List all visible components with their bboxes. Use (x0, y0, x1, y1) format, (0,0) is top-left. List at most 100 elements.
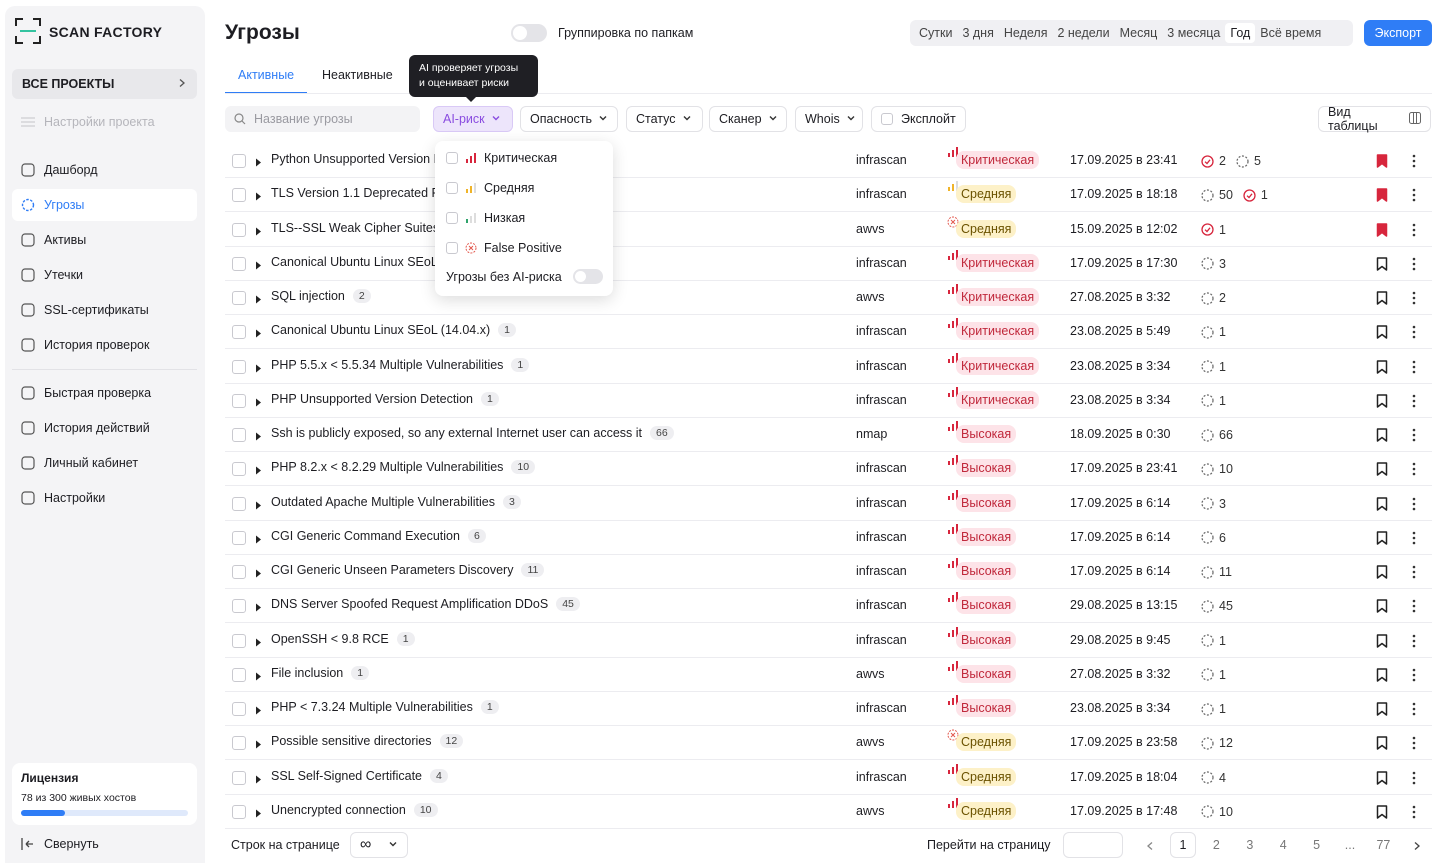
period-option[interactable]: 2 недели (1057, 26, 1110, 40)
ai-risk-toggle[interactable]: Угрозы без AI-риска (446, 269, 603, 284)
bookmark[interactable] (1376, 222, 1388, 240)
expand-arrow[interactable] (255, 807, 262, 821)
expand-arrow[interactable] (255, 773, 262, 787)
row-menu[interactable] (1411, 805, 1417, 822)
row-menu[interactable] (1411, 291, 1417, 308)
expand-arrow[interactable] (255, 156, 262, 170)
bookmark[interactable] (1376, 668, 1388, 685)
expand-arrow[interactable] (255, 259, 262, 273)
bookmark[interactable] (1376, 154, 1388, 171)
dropdown-option[interactable]: Средняя (446, 181, 534, 195)
prev-page[interactable] (1145, 840, 1155, 854)
page-number[interactable]: 5 (1313, 838, 1321, 852)
period-option[interactable]: Всё время (1260, 26, 1322, 40)
period-option[interactable]: 3 месяца (1167, 26, 1221, 40)
table-row[interactable]: Unencrypted connection 10 awvs Средняя 17.09… (225, 795, 1432, 829)
bookmark[interactable] (1376, 633, 1388, 651)
table-row[interactable]: SQL injection 2 awvs Критическая 27.08.2025 … (225, 281, 1432, 316)
expand-arrow[interactable] (255, 499, 262, 513)
expand-arrow[interactable] (255, 327, 262, 341)
period-option[interactable]: Сутки (919, 26, 953, 40)
table-row[interactable]: TLS Version 1.1 Deprecated Pro infrascan С… (225, 178, 1432, 213)
search-input[interactable]: Название угрозы (225, 106, 420, 132)
bookmark[interactable] (1376, 496, 1388, 514)
rows-per-page-select[interactable]: ∞ (350, 832, 408, 858)
table-row[interactable]: PHP 5.5.x < 5.5.34 Multiple Vulnerabilit… (225, 350, 1432, 384)
table-row[interactable]: Canonical Ubuntu Linux SEoL infrascan Крит… (225, 247, 1432, 281)
bookmark[interactable] (1376, 599, 1388, 616)
table-row[interactable]: OpenSSH < 9.8 RCE 1 infrascan Высокая 29.08.… (225, 624, 1432, 658)
table-row[interactable]: Possible sensitive directories 12 awvs Сред… (225, 726, 1432, 761)
bookmark[interactable] (1376, 428, 1388, 445)
table-row[interactable]: PHP < 7.3.24 Multiple Vulnerabilities 1 in… (225, 692, 1432, 727)
table-row[interactable]: Outdated Apache Multiple Vulnerabilities… (225, 487, 1432, 521)
page-number[interactable]: ... (1344, 838, 1356, 852)
checkbox[interactable] (232, 291, 246, 306)
expand-arrow[interactable] (255, 225, 262, 239)
expand-arrow[interactable] (255, 670, 262, 684)
bookmark[interactable] (1376, 736, 1388, 753)
dropdown-option[interactable]: Низкая (446, 211, 525, 225)
expand-arrow[interactable] (255, 704, 262, 718)
row-menu[interactable] (1411, 360, 1417, 377)
project-selector[interactable]: ВСЕ ПРОЕКТЫ (12, 69, 197, 99)
expand-arrow[interactable] (255, 738, 262, 752)
nav-item[interactable]: SSL-сертификаты (12, 294, 197, 326)
expand-arrow[interactable] (255, 190, 262, 204)
expand-arrow[interactable] (255, 362, 262, 376)
checkbox[interactable] (232, 599, 246, 614)
checkbox[interactable] (232, 359, 246, 374)
checkbox[interactable] (232, 496, 246, 511)
nav-item[interactable]: Угрозы (12, 189, 197, 221)
row-menu[interactable] (1411, 702, 1417, 719)
checkbox[interactable] (232, 256, 246, 271)
table-row[interactable]: Canonical Ubuntu Linux SEoL (14.04.x) 1 in… (225, 315, 1432, 350)
nav-item[interactable]: Дашборд (12, 154, 197, 186)
expand-arrow[interactable] (255, 293, 262, 307)
goto-input[interactable] (1063, 832, 1123, 858)
checkbox[interactable] (232, 188, 246, 203)
expand-arrow[interactable] (255, 430, 262, 444)
checkbox[interactable] (232, 530, 246, 545)
dropdown-option[interactable]: Критическая (446, 151, 557, 165)
period-option[interactable]: Месяц (1119, 26, 1158, 40)
expand-arrow[interactable] (255, 636, 262, 650)
table-row[interactable]: CGI Generic Unseen Parameters Discovery 1… (225, 555, 1432, 590)
bookmark[interactable] (1376, 531, 1388, 548)
nav-item[interactable]: Активы (12, 224, 197, 256)
nav-item[interactable]: Утечки (12, 259, 197, 291)
row-menu[interactable] (1411, 154, 1417, 171)
table-row[interactable]: PHP Unsupported Version Detection 1 infras… (225, 384, 1432, 418)
bookmark[interactable] (1376, 188, 1388, 205)
group-toggle[interactable]: Группировка по папкам (511, 24, 693, 42)
table-row[interactable]: TLS--SSL Weak Cipher Suites awvs Средняя 15… (225, 213, 1432, 247)
page-number[interactable]: 1 (1170, 832, 1196, 858)
checkbox[interactable] (232, 222, 246, 237)
page-number[interactable]: 4 (1279, 838, 1287, 852)
checkbox[interactable] (232, 462, 246, 477)
row-menu[interactable] (1411, 736, 1417, 753)
row-menu[interactable] (1411, 668, 1417, 685)
bookmark[interactable] (1376, 291, 1388, 308)
row-menu[interactable] (1411, 188, 1417, 205)
period-option[interactable]: Неделя (1003, 26, 1048, 40)
row-menu[interactable] (1411, 428, 1417, 445)
row-menu[interactable] (1411, 257, 1417, 274)
checkbox[interactable] (232, 702, 246, 717)
bookmark[interactable] (1376, 805, 1388, 822)
checkbox[interactable] (232, 736, 246, 751)
exploit-filter[interactable]: Эксплойт (871, 106, 966, 132)
period-option[interactable]: 3 дня (962, 26, 994, 40)
checkbox[interactable] (232, 565, 246, 580)
nav-item[interactable]: История действий (12, 412, 197, 444)
nav-item[interactable]: История проверок (12, 329, 197, 361)
row-menu[interactable] (1411, 599, 1417, 616)
table-row[interactable]: SSL Self-Signed Certificate 4 infrascan Сре… (225, 761, 1432, 795)
bookmark[interactable] (1376, 462, 1388, 479)
table-row[interactable]: CGI Generic Command Execution 6 infrascan В… (225, 521, 1432, 555)
page-number[interactable]: 77 (1376, 838, 1391, 852)
row-menu[interactable] (1411, 325, 1417, 342)
table-view-button[interactable]: Вид таблицы (1318, 105, 1431, 133)
checkbox[interactable] (232, 633, 246, 648)
tab[interactable]: Неактивные (322, 68, 393, 82)
